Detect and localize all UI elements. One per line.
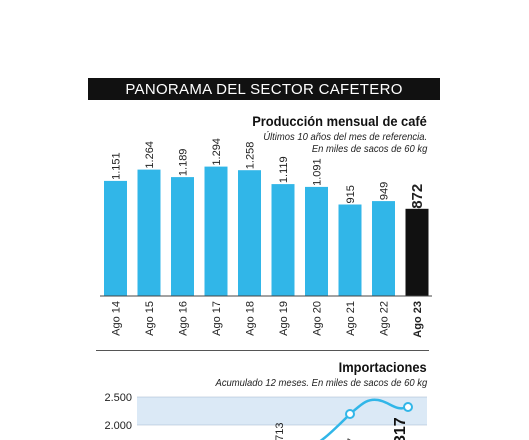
bar-ago-17 bbox=[204, 166, 228, 296]
bar-ago-19 bbox=[271, 184, 295, 296]
category-label: Ago 16 bbox=[178, 301, 190, 336]
imports-series-line bbox=[319, 398, 409, 440]
imports-title: Importaciones bbox=[338, 359, 427, 375]
category-label: Ago 22 bbox=[379, 301, 391, 336]
value-label: 915 bbox=[345, 185, 357, 203]
category-label: Ago 18 bbox=[245, 301, 257, 336]
value-label: 949 bbox=[379, 182, 391, 200]
imports-subtitle: Acumulado 12 meses. En miles de sacos de… bbox=[215, 377, 427, 389]
section-divider bbox=[96, 350, 429, 351]
series-marker bbox=[403, 402, 413, 412]
banner: PANORAMA DEL SECTOR CAFETERO bbox=[88, 78, 440, 100]
value-label: 1.294 bbox=[211, 138, 223, 166]
value-label: 1.264 bbox=[144, 141, 156, 169]
bar-ago-15 bbox=[137, 169, 161, 296]
bar-ago-14 bbox=[104, 180, 127, 296]
chart-title: Producción mensual de café bbox=[252, 113, 427, 129]
range-band bbox=[137, 397, 427, 425]
chart-units: En miles de sacos de 60 kg bbox=[311, 143, 427, 155]
bar-ago-21 bbox=[338, 204, 362, 296]
value-label: 1.189 bbox=[178, 149, 190, 177]
data-label-latest: 317 bbox=[392, 417, 409, 440]
category-label: Ago 14 bbox=[111, 301, 123, 336]
category-label: Ago 19 bbox=[278, 301, 290, 336]
value-label: 1.258 bbox=[245, 142, 257, 170]
y-tick-label: 2.000 bbox=[104, 420, 132, 432]
category-label: Ago 17 bbox=[211, 301, 223, 336]
value-label: 872 bbox=[409, 184, 426, 209]
category-label: Ago 23 bbox=[412, 301, 424, 338]
bar-ago-23 bbox=[405, 208, 429, 296]
category-label: Ago 20 bbox=[312, 301, 324, 336]
bar-ago-18 bbox=[238, 170, 261, 296]
value-label: 1.119 bbox=[278, 156, 290, 183]
value-label: 1.091 bbox=[312, 158, 324, 186]
series-marker bbox=[345, 409, 355, 419]
bar-ago-22 bbox=[372, 201, 395, 296]
bar-ago-16 bbox=[171, 177, 194, 296]
y-tick-label: 2.500 bbox=[104, 392, 132, 404]
category-label: Ago 15 bbox=[144, 301, 156, 336]
category-label: Ago 21 bbox=[345, 301, 357, 336]
bar-ago-20 bbox=[305, 186, 328, 296]
data-label: 1.713 bbox=[274, 422, 286, 440]
chart-subtitle: Últimos 10 años del mes de referencia. bbox=[263, 131, 427, 143]
data-label: 7 bbox=[346, 438, 358, 440]
value-label: 1.151 bbox=[111, 152, 123, 180]
